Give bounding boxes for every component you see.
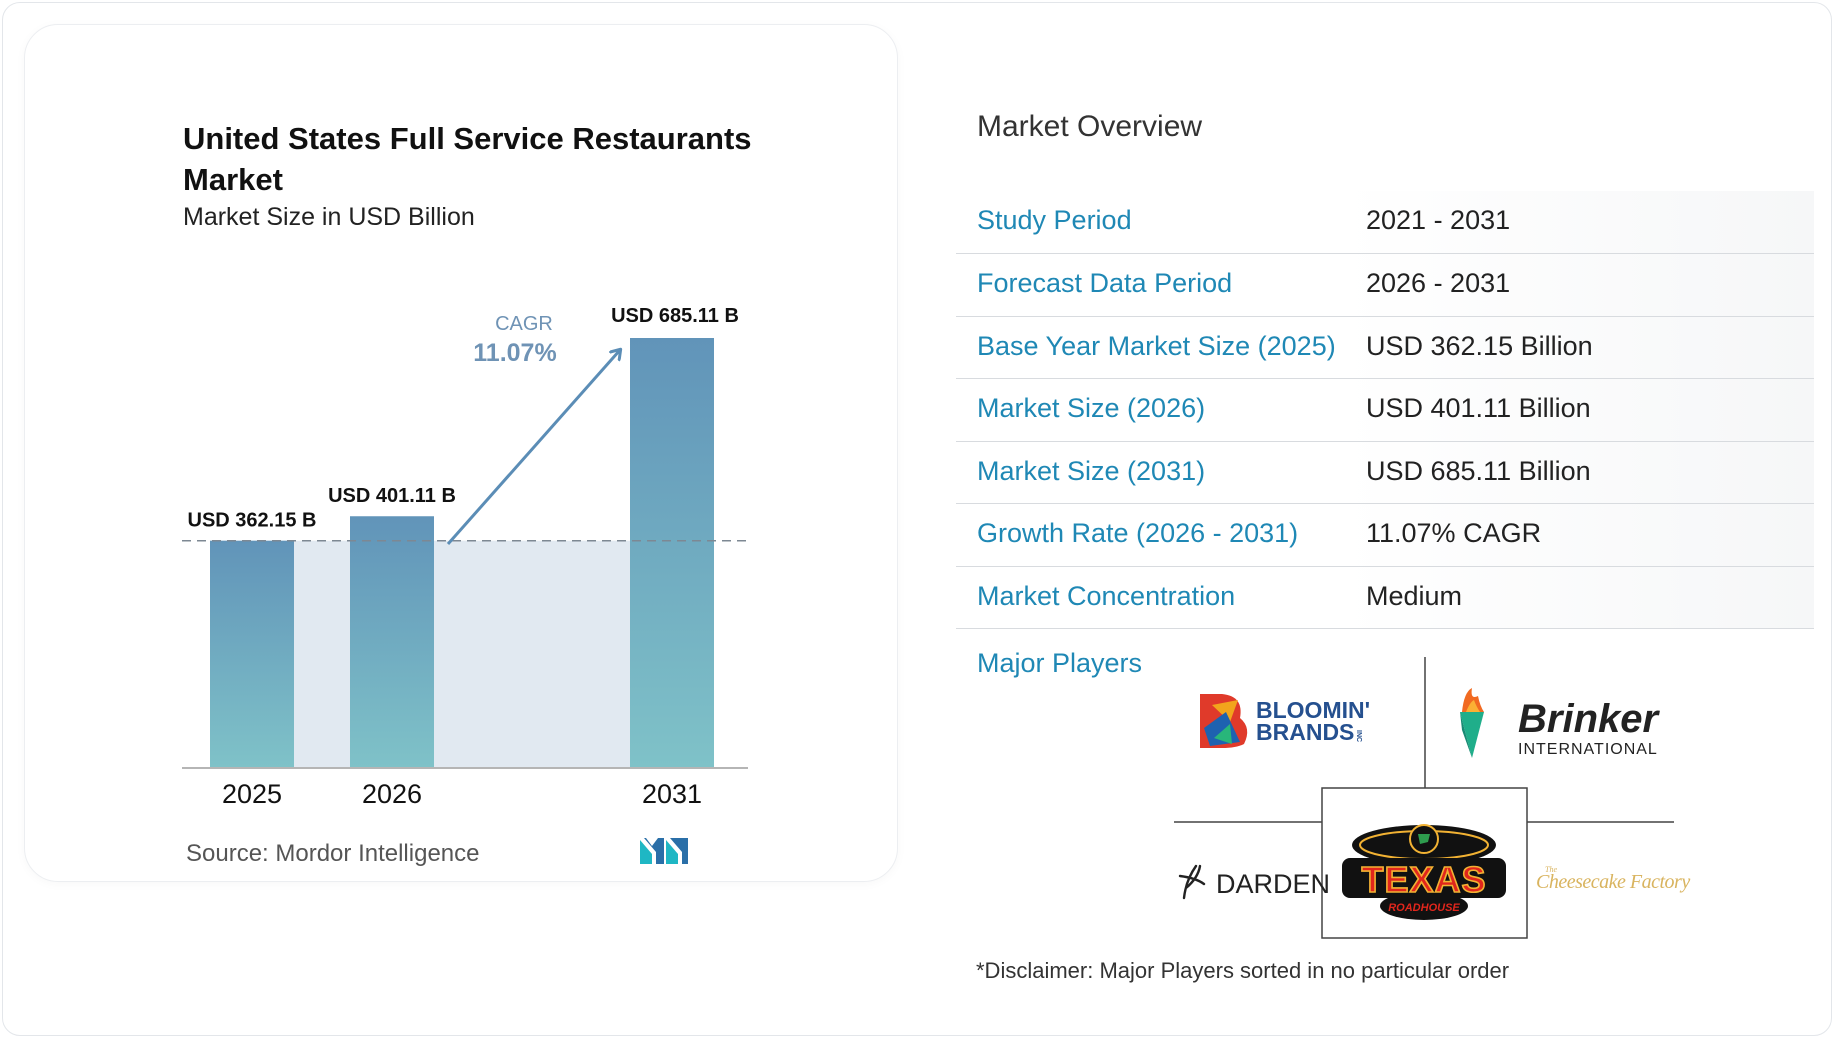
overview-row-value: USD 685.11 Billion [1366, 455, 1591, 486]
darden-text: DARDEN [1216, 869, 1330, 899]
overview-row-label: Growth Rate (2026 - 2031) [977, 518, 1299, 548]
major-players-label: Major Players [977, 648, 1143, 678]
overview-table: Study Period 2021 - 2031 Forecast Data Per… [956, 191, 1814, 629]
brinker-line1: Brinker [1518, 697, 1660, 741]
overview-row-value: 2021 - 2031 [1366, 205, 1511, 235]
overview-row-value: 2026 - 2031 [1366, 268, 1511, 298]
source-text: Source: Mordor Intelligence [186, 840, 480, 867]
overview-row: Market Size (2026) USD 401.11 Billion [956, 379, 1814, 442]
overview-row: Market Size (2031) USD 685.11 Billion [956, 441, 1814, 504]
cheesecake-text: Cheesecake Factory [1536, 871, 1690, 893]
texas-line1: TEXAS [1361, 859, 1486, 900]
texas-roadhouse-logo: TEXAS ROADHOUSE [1342, 824, 1506, 920]
overview-title: Market Overview [977, 110, 1203, 143]
cagr-arrow [446, 350, 620, 545]
bar-chart: 2025 2026 2031 USD 362.15 B USD 401.11 B USD … [182, 305, 748, 809]
brinker-logo: Brinker INTERNATIONAL [1460, 688, 1660, 758]
overview-row-label: Base Year Market Size (2025) [977, 330, 1336, 361]
grid-center-box [1321, 787, 1528, 939]
cheesecake-factory-logo: The Cheesecake Factory [1536, 865, 1691, 893]
texas-line2: ROADHOUSE [1388, 902, 1460, 914]
overview-row-value: 11.07% CAGR [1366, 518, 1542, 548]
x-tick-label: 2026 [362, 779, 422, 809]
mordor-logo-icon [640, 838, 688, 864]
overview-row: Study Period 2021 - 2031 [956, 191, 1814, 254]
bloomin-line1: BLOOMIN' [1256, 697, 1370, 723]
overview-row-label: Market Concentration [977, 580, 1236, 611]
chart-title: United States Full Service Restaurants M… [183, 121, 752, 197]
cagr-label: CAGR [495, 313, 553, 335]
bloomin-suffix: INC [1355, 730, 1362, 742]
overview-row: Base Year Market Size (2025) USD 362.15 B… [956, 316, 1814, 379]
overview-row-label: Market Size (2031) [977, 455, 1206, 486]
bar-2031 [630, 338, 714, 768]
overview-row: Growth Rate (2026 - 2031) 11.07% CAGR [956, 504, 1814, 567]
bloomin-brands-logo: BLOOMIN' BRANDS INC [1200, 694, 1370, 748]
x-tick-label: 2025 [222, 779, 282, 809]
cagr-value: 11.07% [473, 339, 556, 367]
overview-row-label: Study Period [977, 205, 1132, 235]
disclaimer-text: *Disclaimer: Major Players sorted in no … [976, 958, 1510, 983]
overview-row: Forecast Data Period 2026 - 2031 [956, 254, 1814, 317]
data-label: USD 362.15 B [188, 510, 317, 532]
overview-row: Market Concentration Medium [956, 566, 1814, 629]
overview-row-value: Medium [1366, 580, 1463, 611]
bar-2026 [350, 516, 434, 768]
chart-subtitle: Market Size in USD Billion [183, 203, 475, 231]
bloomin-line2: BRANDS [1256, 719, 1354, 745]
overview-row-label: Forecast Data Period [977, 268, 1233, 298]
brinker-line2: INTERNATIONAL [1518, 741, 1658, 758]
x-tick-label: 2031 [642, 779, 702, 809]
overview-row-value: USD 362.15 Billion [1366, 330, 1593, 361]
data-label: USD 401.11 B [328, 485, 456, 507]
overview-row-value: USD 401.11 Billion [1366, 393, 1591, 423]
data-label: USD 685.11 B [611, 305, 739, 327]
overview-row-label: Market Size (2026) [977, 393, 1206, 423]
bar-2025 [210, 540, 294, 768]
darden-logo: DARDEN [1178, 864, 1330, 900]
cheesecake-prefix: The [1545, 865, 1557, 874]
